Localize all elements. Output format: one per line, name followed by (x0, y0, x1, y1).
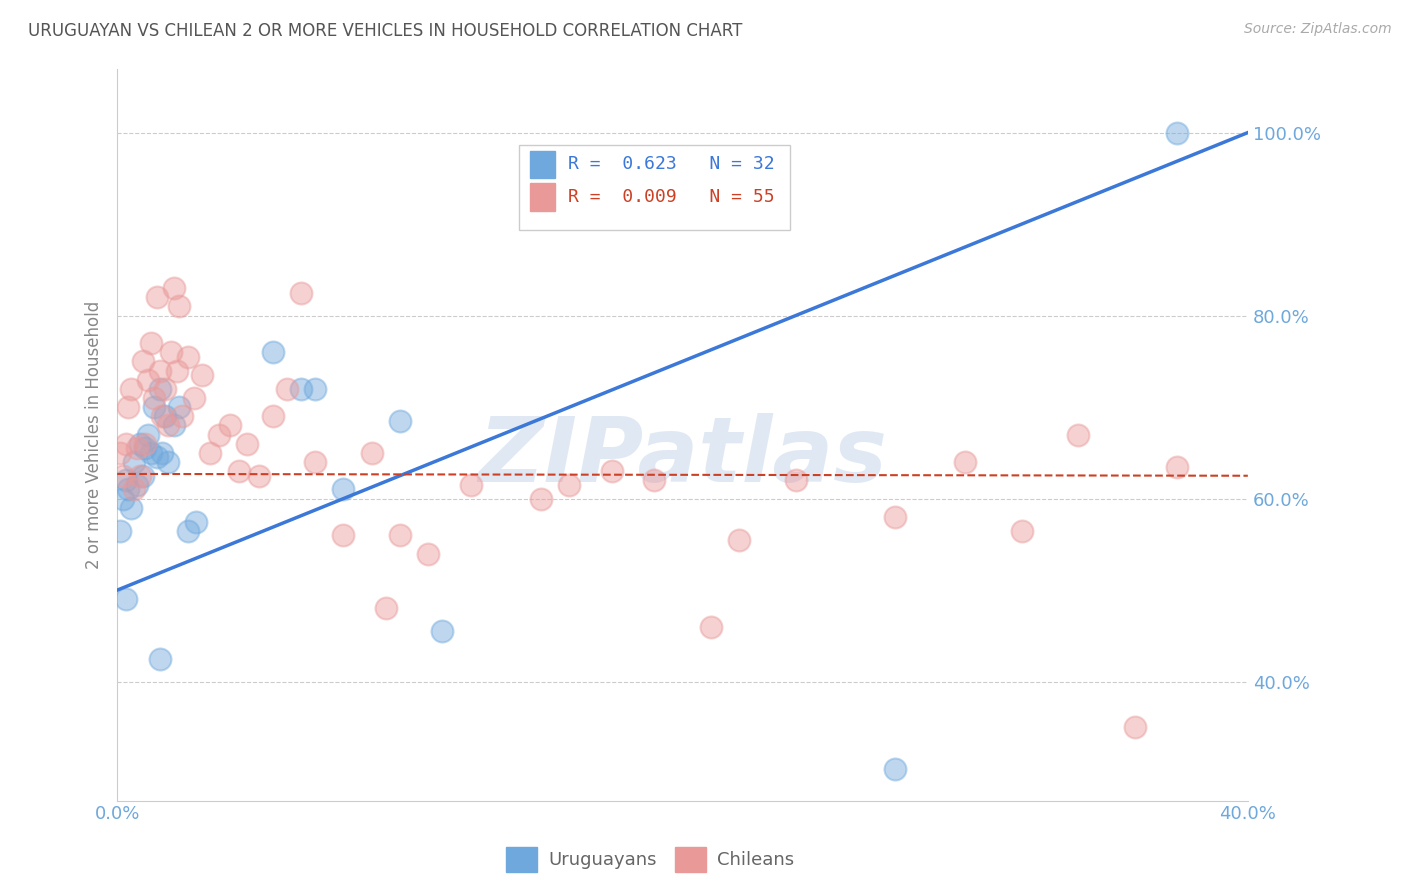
Point (131, 468, 153, 483)
Point (169, 400, 191, 414)
Point (208, 427, 231, 442)
Point (332, 528, 354, 542)
Point (136, 427, 159, 442)
Point (125, 478, 148, 492)
Text: Chileans: Chileans (717, 851, 794, 869)
Point (360, 446, 382, 460)
Point (145, 450, 167, 465)
Point (236, 436, 259, 450)
Point (432, 624, 454, 639)
Y-axis label: 2 or more Vehicles in Household: 2 or more Vehicles in Household (86, 301, 103, 569)
Point (728, 533, 751, 547)
Point (883, 510, 905, 524)
Point (152, 446, 174, 460)
Point (460, 478, 482, 492)
Point (125, 442, 148, 456)
Point (558, 478, 581, 492)
Point (136, 373, 159, 387)
Point (304, 382, 326, 396)
Text: Source: ZipAtlas.com: Source: ZipAtlas.com (1244, 22, 1392, 37)
Point (332, 483, 354, 497)
Point (219, 418, 242, 433)
Point (1166, 459, 1188, 474)
Point (114, 473, 136, 487)
Point (117, 483, 139, 497)
Point (114, 436, 136, 450)
Point (128, 436, 150, 450)
Point (111, 468, 134, 483)
Point (200, 446, 222, 460)
Point (177, 524, 200, 538)
Point (142, 400, 165, 414)
Point (163, 281, 186, 295)
Point (700, 620, 723, 634)
Point (111, 491, 134, 506)
Point (128, 468, 150, 483)
Text: ZIPatlas: ZIPatlas (478, 412, 887, 500)
Point (117, 400, 139, 414)
Point (114, 592, 136, 607)
Point (785, 473, 807, 487)
Point (416, 547, 439, 561)
Point (155, 409, 177, 424)
Point (183, 391, 205, 405)
Point (290, 285, 312, 300)
Point (290, 382, 312, 396)
Point (1166, 126, 1188, 140)
Point (142, 391, 165, 405)
Point (122, 483, 145, 497)
Point (228, 464, 250, 478)
Point (177, 350, 200, 364)
Point (262, 345, 284, 359)
Point (155, 382, 177, 396)
Point (145, 290, 167, 304)
Point (149, 382, 172, 396)
Point (166, 363, 188, 377)
Point (388, 414, 411, 428)
Point (530, 491, 553, 506)
Point (883, 762, 905, 776)
Point (169, 300, 191, 314)
Point (247, 468, 270, 483)
Point (1067, 427, 1090, 442)
Point (953, 455, 976, 469)
Point (157, 418, 180, 433)
Point (643, 473, 665, 487)
Point (108, 524, 131, 538)
Point (108, 446, 131, 460)
Point (139, 336, 162, 351)
Point (276, 382, 298, 396)
Point (374, 601, 396, 615)
Point (600, 464, 623, 478)
Text: Uruguayans: Uruguayans (548, 851, 657, 869)
Point (262, 409, 284, 424)
Point (160, 345, 183, 359)
Text: R =  0.623   N = 32: R = 0.623 N = 32 (568, 155, 775, 173)
Point (149, 652, 172, 666)
Point (157, 455, 180, 469)
Point (120, 382, 142, 396)
Point (388, 528, 411, 542)
Point (304, 455, 326, 469)
Point (191, 368, 214, 383)
Point (139, 446, 162, 460)
Text: URUGUAYAN VS CHILEAN 2 OR MORE VEHICLES IN HOUSEHOLD CORRELATION CHART: URUGUAYAN VS CHILEAN 2 OR MORE VEHICLES … (28, 22, 742, 40)
FancyBboxPatch shape (530, 184, 555, 211)
FancyBboxPatch shape (530, 151, 555, 178)
Point (172, 409, 194, 424)
Point (120, 500, 142, 515)
Point (1011, 524, 1033, 538)
Point (186, 515, 208, 529)
Point (131, 354, 153, 368)
Point (134, 442, 156, 456)
Point (134, 436, 156, 450)
Point (163, 418, 186, 433)
Point (1123, 720, 1146, 734)
FancyBboxPatch shape (519, 145, 790, 229)
Point (149, 363, 172, 377)
Point (122, 455, 145, 469)
Point (152, 409, 174, 424)
Text: R =  0.009   N = 55: R = 0.009 N = 55 (568, 188, 775, 206)
